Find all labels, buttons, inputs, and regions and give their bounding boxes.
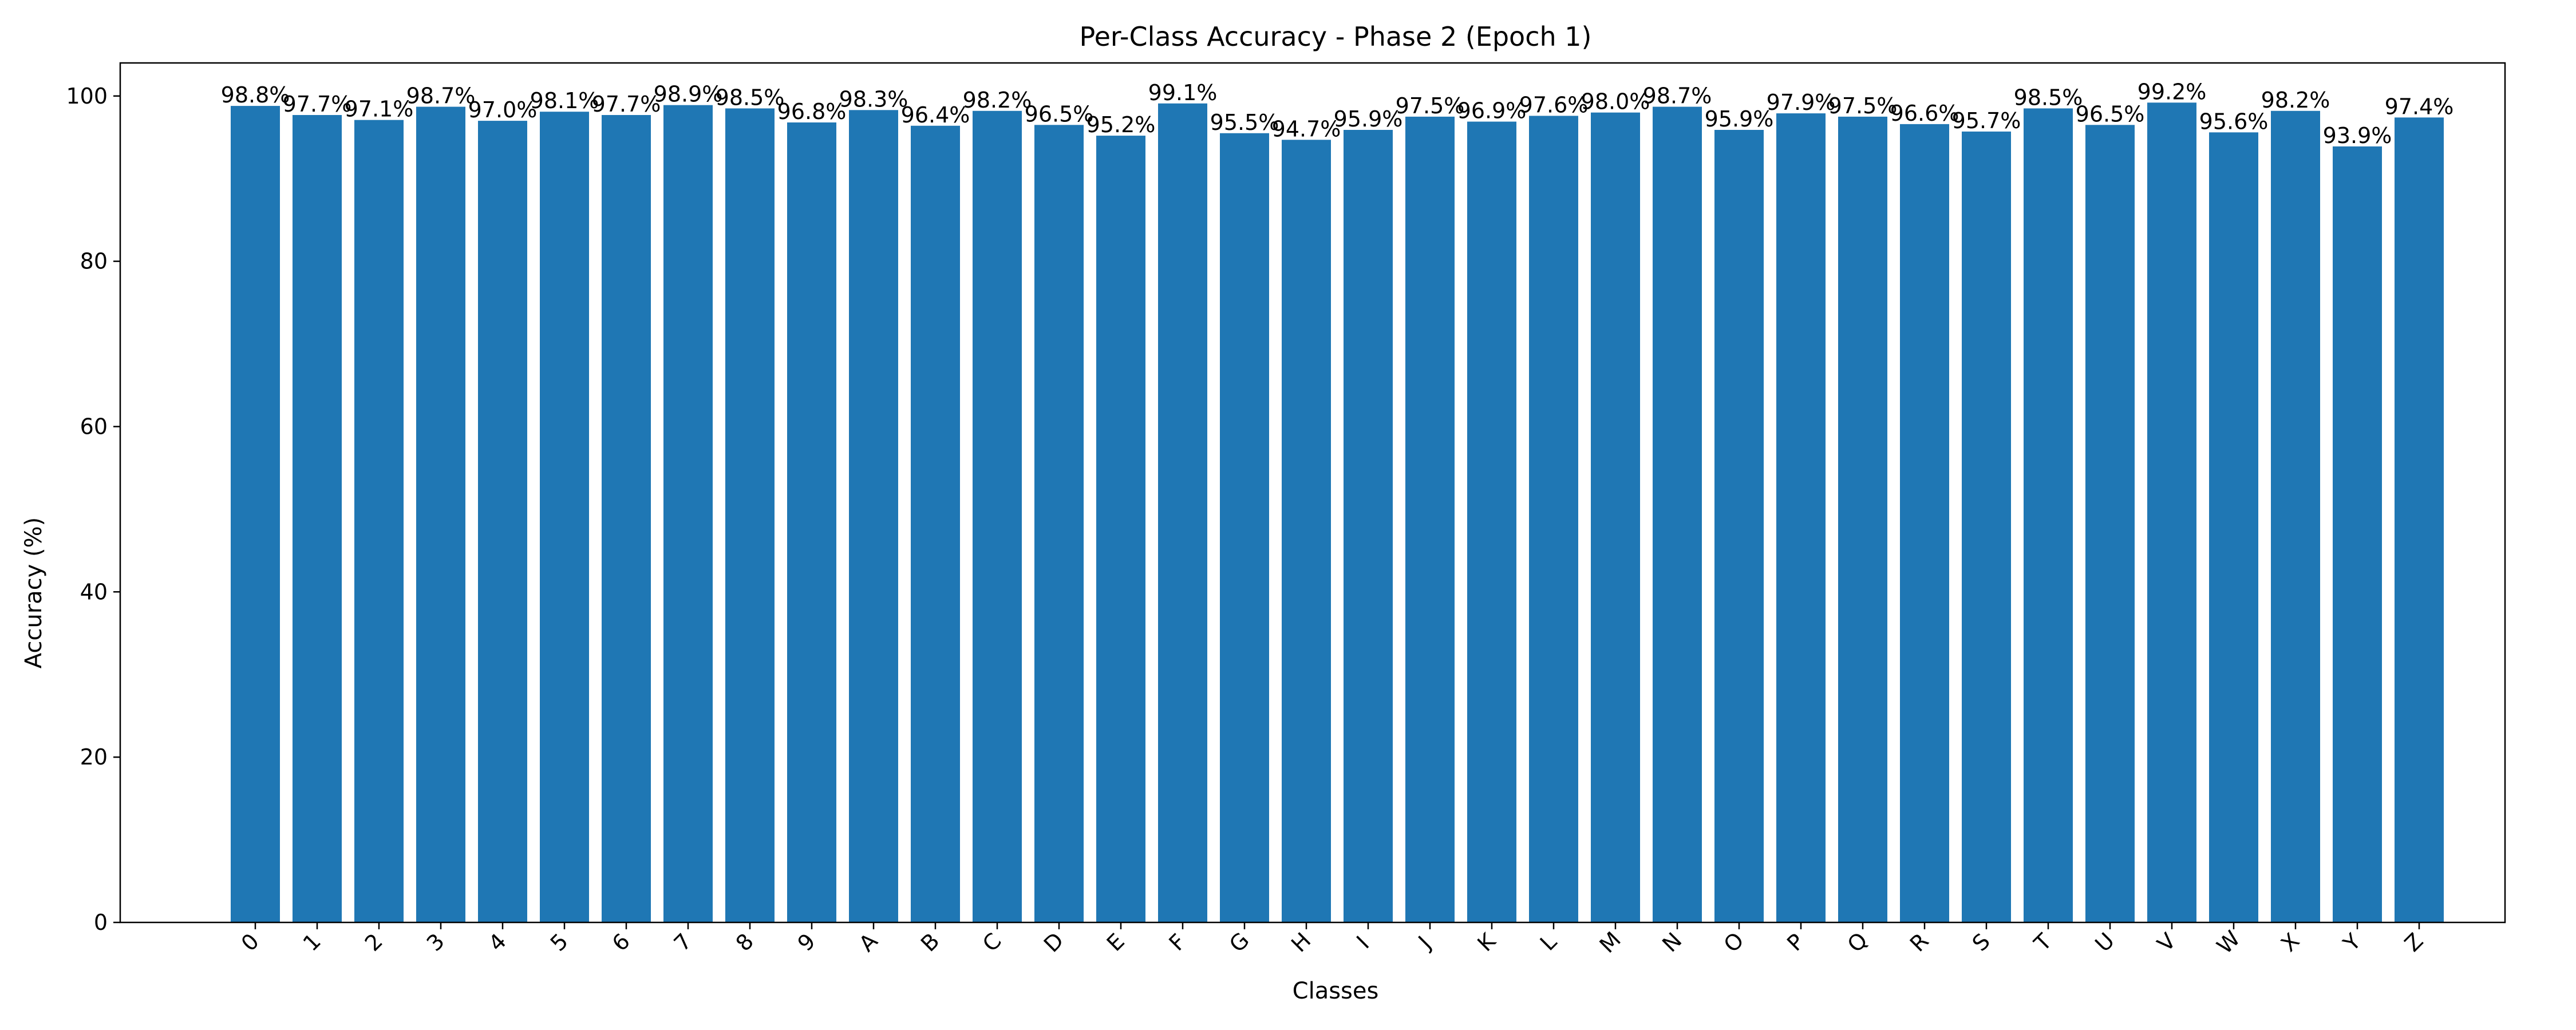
bar-F [1158,103,1207,922]
chart-title: Per-Class Accuracy - Phase 2 (Epoch 1) [1080,21,1592,52]
data-label-3: 98.7% [406,84,476,109]
bar-4 [478,121,527,922]
y-tick-label: 80 [80,249,108,274]
bar-J [1405,116,1455,922]
bar-G [1220,133,1269,922]
data-label-9: 96.8% [777,99,847,124]
data-label-M: 98.0% [1581,89,1650,114]
y-tick-label: 20 [80,744,108,770]
data-label-G: 95.5% [1210,110,1279,135]
data-label-6: 97.7% [592,92,661,117]
bar-D [1034,125,1084,923]
bar-Q [1838,116,1887,922]
plot-frame [119,62,2506,924]
data-label-8: 98.5% [716,85,785,110]
bar-C [973,110,1022,922]
data-label-0: 98.8% [221,82,290,108]
bar-3 [416,106,465,923]
bar-B [911,125,960,923]
bar-W [2209,132,2258,922]
data-label-1: 97.7% [283,92,352,117]
data-label-Q: 97.5% [1828,93,1898,118]
data-label-K: 96.9% [1457,98,1527,124]
data-label-E: 95.2% [1086,112,1156,137]
data-label-A: 98.3% [839,86,908,112]
bar-1 [293,114,342,922]
data-label-O: 95.9% [1705,106,1774,132]
bar-N [1653,106,1702,923]
data-label-C: 98.2% [963,88,1032,113]
data-label-T: 98.5% [2014,85,2083,110]
data-label-I: 95.9% [1334,106,1403,132]
y-tick-label: 40 [80,579,108,604]
bar-R [1900,124,1949,923]
y-axis-label: Accuracy (%) [21,517,47,669]
bar-I [1344,129,1393,923]
bar-M [1591,112,1640,923]
bar-X [2271,110,2320,922]
data-label-5: 98.1% [530,88,599,113]
data-label-N: 98.7% [1643,84,1712,109]
data-label-H: 94.7% [1272,116,1341,141]
data-label-Y: 93.9% [2323,123,2392,148]
bar-K [1467,121,1516,922]
bar-2 [354,120,404,923]
bar-P [1776,113,1826,922]
y-ticks-group: 0 20 40 60 80 100 [66,84,120,935]
data-label-B: 96.4% [901,102,970,128]
bar-O [1714,129,1764,923]
y-tick-label: 100 [66,84,108,109]
bar-5 [540,112,589,923]
data-label-F: 99.1% [1148,80,1218,105]
data-label-2: 97.1% [345,97,414,122]
x-axis-label: Classes [1293,978,1379,1004]
data-label-W: 95.6% [2199,109,2269,134]
data-label-X: 98.2% [2261,88,2330,113]
bar-V [2147,102,2196,922]
bar-9 [787,122,836,922]
bar-0 [231,106,280,923]
bar-8 [725,108,775,922]
data-label-J: 97.5% [1396,93,1465,118]
bar-A [849,110,898,922]
data-label-U: 96.5% [2076,101,2145,126]
data-label-D: 96.5% [1025,101,1094,126]
data-label-R: 96.6% [1890,101,1959,126]
y-tick-label: 60 [80,414,108,439]
data-label-S: 95.7% [1952,108,2021,133]
bar-U [2085,125,2135,923]
data-label-7: 98.9% [654,82,723,107]
data-label-4: 97.0% [468,97,538,122]
bar-E [1096,136,1145,923]
bar-L [1529,116,1578,922]
data-label-V: 99.2% [2138,79,2207,104]
bar-6 [602,114,651,922]
bar-T [2024,108,2073,922]
bar-Y [2333,146,2382,922]
data-label-P: 97.9% [1767,90,1836,115]
data-label-L: 97.6% [1519,92,1589,117]
y-tick-label: 0 [94,910,108,935]
data-label-Z: 97.4% [2385,94,2454,119]
bar-S [1962,131,2011,923]
value-labels-group: 98.8%97.7%97.1%98.7%97.0%98.1%97.7%98.9%… [221,79,2454,148]
bar-7 [663,105,713,922]
bar-Z [2395,117,2444,923]
bar-H [1282,140,1331,922]
bars-group [231,102,2444,923]
